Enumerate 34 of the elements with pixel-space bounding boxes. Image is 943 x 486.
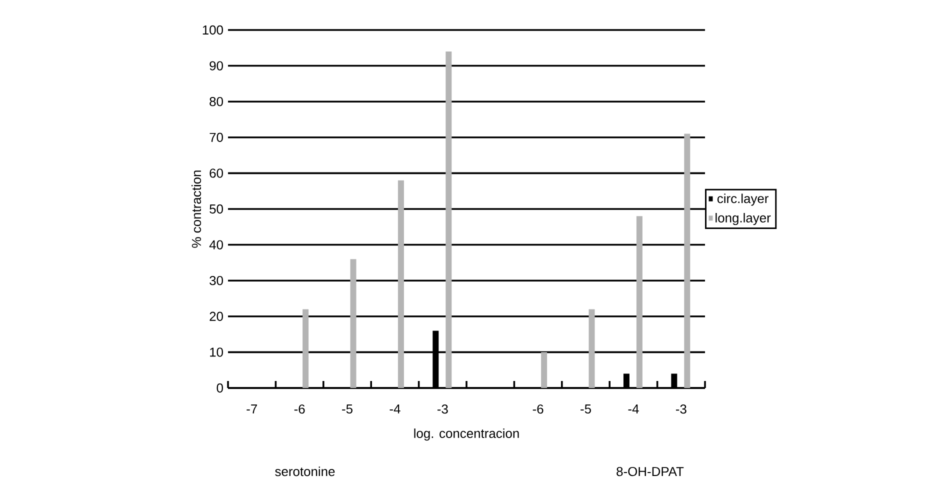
legend-label: long.layer bbox=[716, 212, 771, 226]
bar bbox=[350, 259, 356, 388]
y-tick-label: 70 bbox=[210, 132, 223, 142]
legend-label: circ.layer bbox=[717, 194, 768, 206]
x-axis-title: log. concentracion bbox=[414, 428, 519, 441]
x-tick-label: -4 bbox=[628, 404, 639, 414]
x-tick-label: -5 bbox=[342, 404, 352, 414]
bar bbox=[446, 51, 452, 388]
x-tick-label: -4 bbox=[390, 404, 400, 414]
bar bbox=[541, 352, 548, 388]
x-tick-label: -6 bbox=[294, 404, 305, 414]
x-tick-label: -6 bbox=[532, 404, 544, 414]
bar bbox=[302, 309, 309, 388]
y-tick-label: 40 bbox=[209, 240, 223, 250]
x-tick-label: -3 bbox=[676, 404, 686, 414]
text: serotonine bbox=[275, 466, 335, 476]
y-axis-title: % contraction bbox=[192, 170, 202, 248]
y-tick-label: 50 bbox=[210, 204, 223, 214]
y-tick-label: 60 bbox=[210, 168, 223, 178]
x-tick-label: -3 bbox=[437, 404, 448, 414]
y-tick-label: 90 bbox=[210, 61, 223, 70]
y-tick-label: 20 bbox=[210, 312, 223, 321]
y-tick-label: 100 bbox=[202, 25, 223, 35]
x-tick-label: -7 bbox=[246, 404, 257, 414]
y-tick-label: 10 bbox=[210, 348, 223, 357]
bar bbox=[588, 309, 595, 388]
text: 8-OH-DPAT bbox=[616, 466, 684, 476]
bar bbox=[398, 180, 404, 388]
y-tick-label: 0 bbox=[216, 383, 223, 393]
x-tick-label: -5 bbox=[580, 404, 591, 414]
bar bbox=[684, 134, 690, 388]
bar bbox=[636, 216, 642, 388]
y-tick-label: 80 bbox=[210, 97, 223, 106]
y-tick-label: 30 bbox=[210, 276, 223, 286]
